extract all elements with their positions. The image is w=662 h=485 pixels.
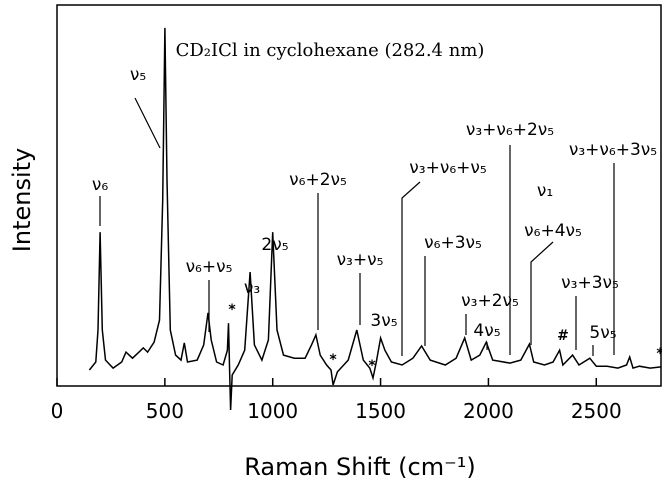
- x-tick-label: 500: [146, 399, 184, 423]
- peak-annotation: ν₃+2ν₅: [461, 291, 519, 311]
- annotation-leader: [401, 181, 421, 356]
- peak-annotation: ν₆+4ν₅: [524, 221, 582, 241]
- x-tick-label: 1500: [355, 399, 406, 423]
- chart-title: CD₂ICl in cyclohexane (282.4 nm): [176, 40, 485, 61]
- x-tick-label: 2000: [463, 399, 514, 423]
- peak-annotation: #: [557, 328, 569, 344]
- spectrum-line: [88, 27, 662, 411]
- peak-annotation: ν₅: [130, 65, 146, 85]
- peak-annotation: 3ν₅: [370, 311, 397, 331]
- x-tick-label: 0: [51, 399, 64, 423]
- peak-annotation: ν₃: [244, 278, 260, 298]
- peak-annotation: ν₃+ν₆+3ν₅: [569, 140, 657, 160]
- x-tick-label: 2500: [571, 399, 622, 423]
- peak-annotation: 2ν₅: [261, 235, 288, 255]
- peak-annotation: ν₃+ν₆+ν₅: [409, 158, 486, 178]
- peak-annotation: *: [656, 346, 662, 362]
- peak-annotation: ν₆+3ν₅: [424, 233, 482, 253]
- y-axis-label: Intensity: [8, 148, 36, 252]
- annotation-leader: [134, 97, 161, 149]
- x-tick-label: 1000: [247, 399, 298, 423]
- peak-annotation: *: [368, 358, 376, 374]
- peak-annotation: ν₆+ν₅: [186, 257, 233, 277]
- peak-annotation: *: [228, 302, 236, 318]
- peak-annotation: ν₁: [537, 181, 553, 201]
- x-axis-label: Raman Shift (cm⁻¹): [244, 453, 476, 481]
- peak-annotation: 4ν₅: [473, 321, 500, 341]
- peak-annotation: ν₃+ν₆+2ν₅: [466, 120, 554, 140]
- peak-annotation: *: [329, 352, 337, 368]
- plot-frame: [56, 4, 662, 387]
- peak-annotation: ν₆+2ν₅: [289, 170, 347, 190]
- annotation-leader: [530, 241, 554, 345]
- peak-annotation: ν₃+3ν₅: [561, 273, 619, 293]
- peak-annotation: ν₃+ν₅: [337, 250, 384, 270]
- peak-annotation: ν₆: [92, 175, 108, 195]
- peak-annotation: 5ν₅: [589, 323, 616, 343]
